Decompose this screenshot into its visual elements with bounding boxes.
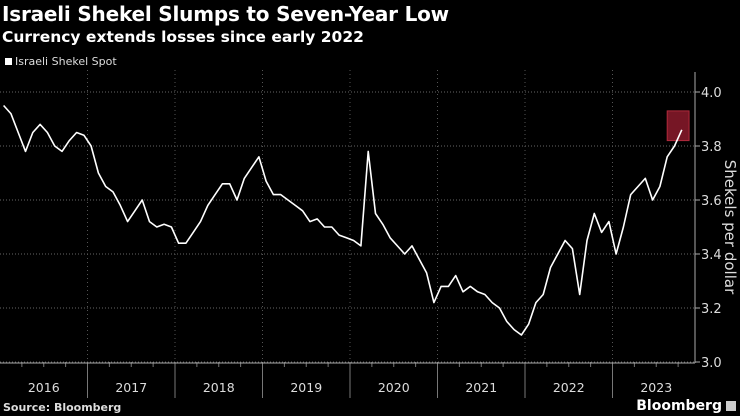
chart-title: Israeli Shekel Slumps to Seven-Year Low <box>2 2 449 26</box>
source-note: Source: Bloomberg <box>3 401 122 414</box>
x-tick-label: 2018 <box>203 380 235 395</box>
bloomberg-logo: Bloomberg <box>636 398 736 414</box>
chart-icon <box>726 401 736 411</box>
y-tick-label: 3.4 <box>701 248 722 263</box>
x-tick-label: 2022 <box>553 380 585 395</box>
x-tick-label: 2020 <box>378 380 410 395</box>
y-tick-label: 3.8 <box>701 140 722 155</box>
highlight-box <box>666 110 690 142</box>
y-tick-label: 3.0 <box>701 356 722 371</box>
y-tick-label: 3.6 <box>701 194 722 209</box>
x-tick-label: 2016 <box>28 380 60 395</box>
x-tick-label: 2017 <box>115 380 147 395</box>
x-tick-label: 2021 <box>465 380 497 395</box>
x-tick-label: 2023 <box>640 380 672 395</box>
legend-label: Israeli Shekel Spot <box>15 55 117 68</box>
legend-swatch <box>5 58 12 65</box>
legend: Israeli Shekel Spot <box>5 55 117 68</box>
chart-subtitle: Currency extends losses since early 2022 <box>2 28 364 46</box>
y-tick-label: 3.2 <box>701 302 722 317</box>
x-tick-label: 2019 <box>290 380 322 395</box>
y-axis-label: Shekels per dollar <box>721 160 739 295</box>
brand-text: Bloomberg <box>636 398 722 414</box>
y-tick-label: 4.0 <box>701 86 722 101</box>
series-line-israeli-shekel-spot <box>3 104 683 336</box>
